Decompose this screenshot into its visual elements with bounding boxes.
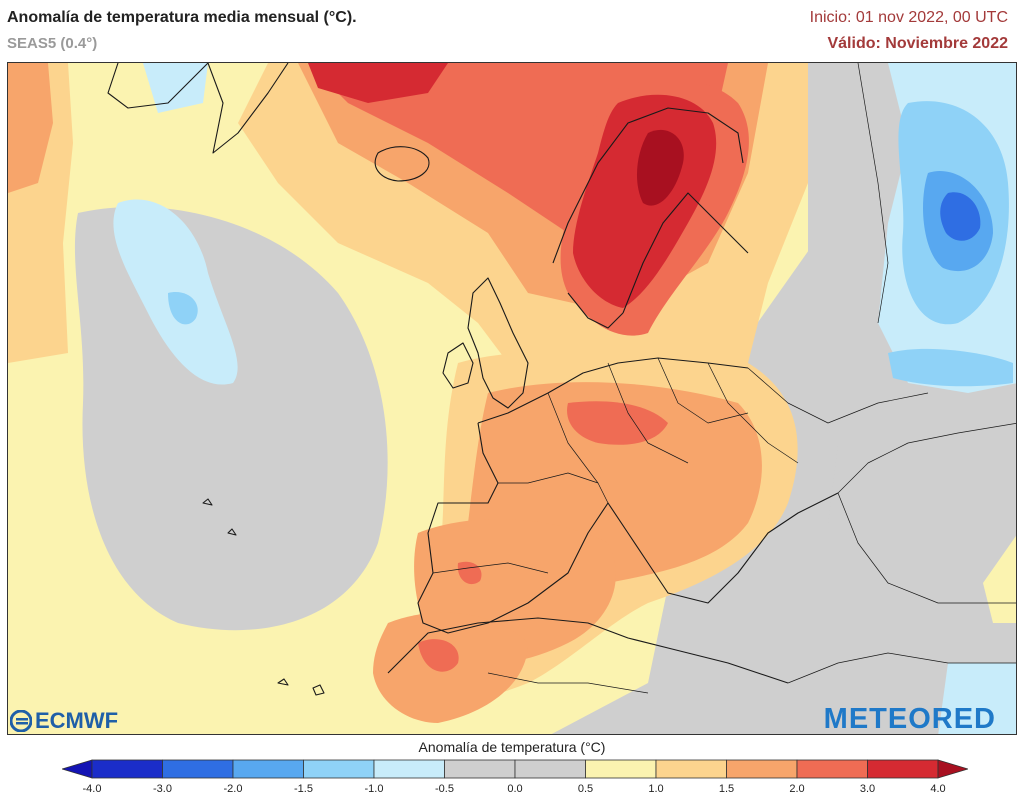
colorbar-segment	[91, 759, 163, 779]
ecmwf-logo-text: ECMWF	[35, 708, 119, 733]
ecmwf-mark-icon	[10, 710, 32, 732]
colorbar-tick-label: -2.0	[223, 783, 243, 795]
colorbar-segment	[867, 759, 939, 779]
colorbar-segment	[232, 759, 304, 779]
valid-date: Válido: Noviembre 2022	[827, 35, 1008, 52]
colorbar-tick-label: 0.0	[507, 783, 523, 795]
colorbar-tick-label: -1.5	[294, 783, 313, 795]
ecmwf-logo: ECMWF	[10, 708, 118, 734]
colorbar-tick-label: -4.0	[82, 783, 102, 795]
map-title: Anomalía de temperatura media mensual (°…	[7, 9, 357, 26]
colorbar-tick-label: 0.5	[577, 783, 594, 795]
colorbar-tick-label: -0.5	[435, 783, 454, 795]
colorbar-segment	[162, 759, 234, 779]
model-subtitle: SEAS5 (0.4°)	[7, 35, 98, 52]
colorbar-low-cap	[62, 759, 93, 779]
colorbar-segment	[303, 759, 375, 779]
legend-title: Anomalía de temperatura (°C)	[418, 739, 606, 755]
init-date: Inicio: 01 nov 2022, 00 UTC	[809, 9, 1008, 26]
colorbar-tick-label: -3.0	[153, 783, 172, 795]
colorbar-tick-label: 1.5	[718, 783, 735, 795]
colorbar-tick-label: 4.0	[930, 783, 946, 795]
colorbar-ticks: -4.0 -3.0 -2.0 -1.5 -1.0 -0.5 0.0 0.5 1.0 1.5 2.0 3…	[0, 783, 1024, 798]
anomaly-map-graphic	[8, 63, 1016, 734]
colorbar-segment	[585, 759, 657, 779]
colorbar	[62, 759, 968, 779]
colorbar-tick-label: 1.0	[648, 783, 664, 795]
meteored-logo: METEORED	[823, 703, 996, 735]
colorbar-segment	[514, 759, 586, 779]
colorbar-tick-label: -1.0	[364, 783, 384, 795]
colorbar-segment	[444, 759, 516, 779]
colorbar-segment	[655, 759, 727, 779]
colorbar-segment	[726, 759, 798, 779]
anomaly-map	[7, 62, 1017, 735]
colorbar-tick-label: 3.0	[859, 783, 876, 795]
colorbar-segment	[373, 759, 445, 779]
colorbar-segment	[796, 759, 868, 779]
colorbar-high-cap	[937, 759, 968, 779]
colorbar-tick-label: 2.0	[789, 783, 805, 795]
